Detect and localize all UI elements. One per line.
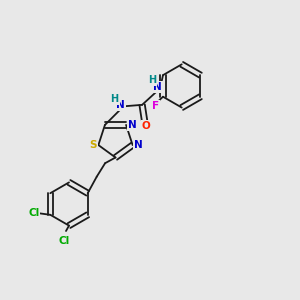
Text: O: O	[142, 121, 150, 131]
Text: H: H	[148, 75, 156, 85]
Text: S: S	[89, 140, 97, 150]
Text: Cl: Cl	[28, 208, 39, 218]
Text: N: N	[116, 100, 125, 110]
Text: H: H	[110, 94, 118, 104]
Text: N: N	[128, 120, 136, 130]
Text: N: N	[134, 140, 143, 150]
Text: N: N	[153, 82, 162, 92]
Text: Cl: Cl	[59, 236, 70, 246]
Text: F: F	[152, 101, 159, 111]
